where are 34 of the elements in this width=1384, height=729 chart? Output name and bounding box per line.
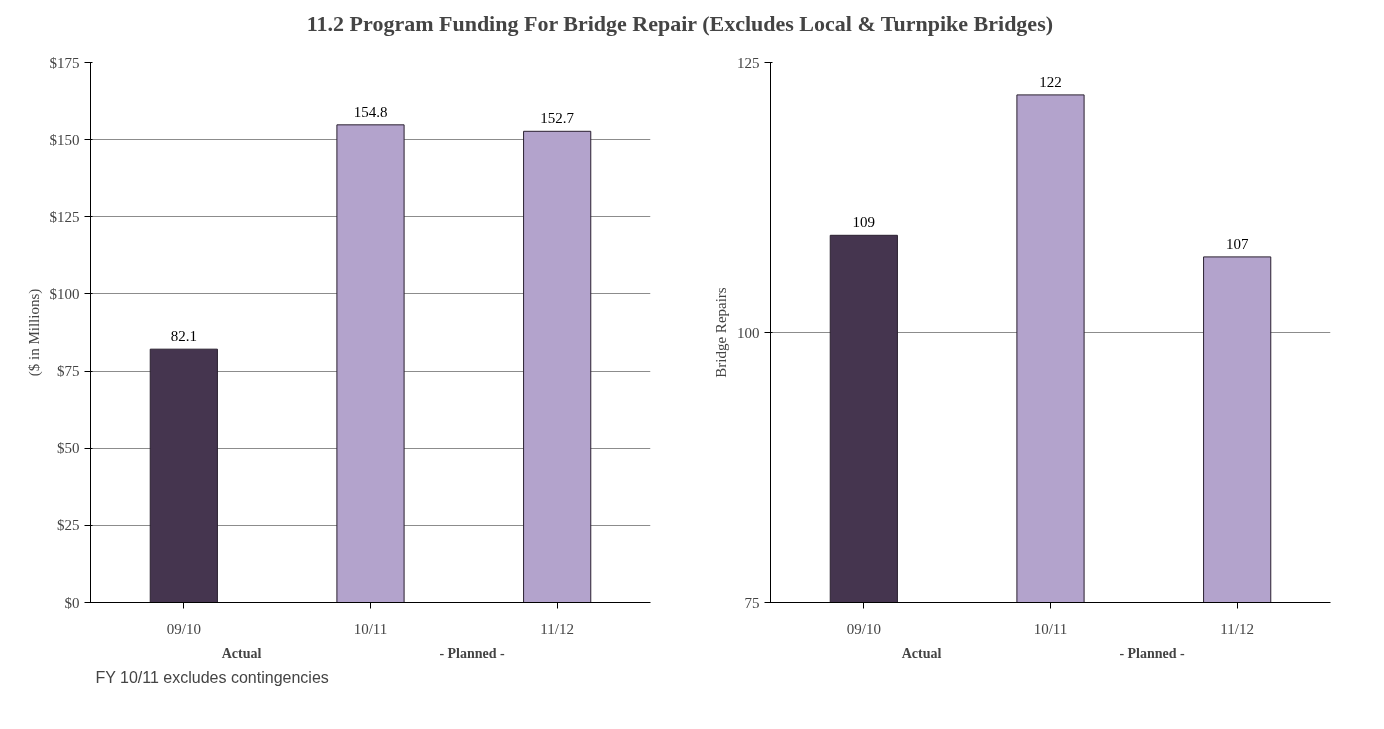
text: FY 10/11 excludes contingencies: [95, 668, 329, 686]
bar: [149, 348, 218, 603]
x-tick-label: 11/12: [1220, 620, 1254, 637]
y-tick-label: $100: [49, 285, 80, 302]
x-tick-label: 11/12: [540, 620, 574, 637]
data-label: 107: [1225, 235, 1249, 252]
data-label: 122: [1039, 73, 1062, 90]
y-tick-label: 125: [737, 54, 760, 71]
bar: [336, 124, 405, 603]
y-tick-label: $25: [57, 517, 80, 534]
y-tick-label: $50: [57, 440, 80, 457]
text: Actual: [221, 646, 262, 662]
y-tick-label: $75: [57, 363, 80, 380]
data-label: 154.8: [353, 103, 388, 120]
y-axis-title: Bridge Repairs: [713, 287, 729, 378]
x-tick-label: 09/10: [166, 620, 201, 637]
y-tick-label: $0: [64, 594, 80, 611]
y-axis-title: ($ in Millions): [25, 288, 43, 377]
chart-title: 11.2 Program Funding For Bridge Repair (Excludes Local & Turnpike Bridges): [306, 11, 1054, 37]
x-tick-label: 10/11: [353, 620, 388, 637]
x-tick-label: 09/10: [846, 620, 881, 637]
y-tick-label: $125: [49, 208, 80, 225]
x-tick-label: 10/11: [1033, 620, 1068, 637]
data-label: 109: [852, 214, 876, 231]
y-tick-label: $150: [49, 131, 80, 148]
text: - Planned -: [1119, 646, 1186, 662]
bar: [523, 130, 592, 603]
text: - Planned -: [439, 646, 506, 662]
data-label: 82.1: [170, 328, 197, 345]
y-tick-label: 100: [737, 324, 760, 341]
data-label: 152.7: [540, 110, 575, 127]
y-tick-label: $175: [49, 54, 80, 71]
y-tick-label: 75: [744, 594, 760, 611]
text: Actual: [901, 646, 942, 662]
